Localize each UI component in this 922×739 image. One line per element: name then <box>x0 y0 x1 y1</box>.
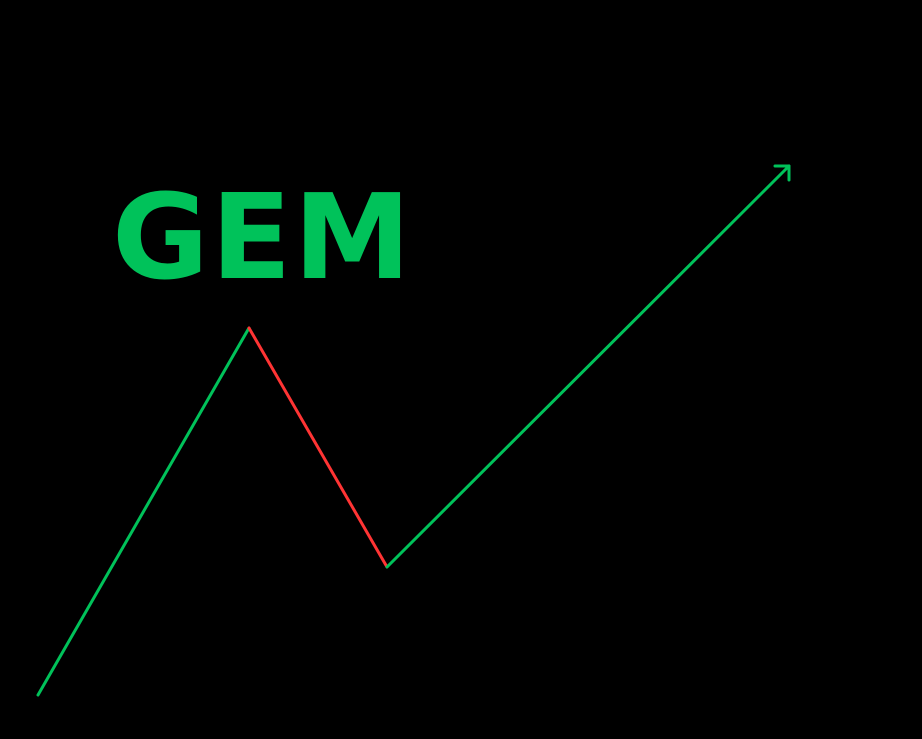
fall-segment <box>247 326 389 569</box>
arrow-head-icon <box>773 164 791 182</box>
rise-segment-2 <box>385 164 791 569</box>
gem-title: GEM <box>112 168 413 306</box>
rise-segment-1 <box>36 326 251 697</box>
